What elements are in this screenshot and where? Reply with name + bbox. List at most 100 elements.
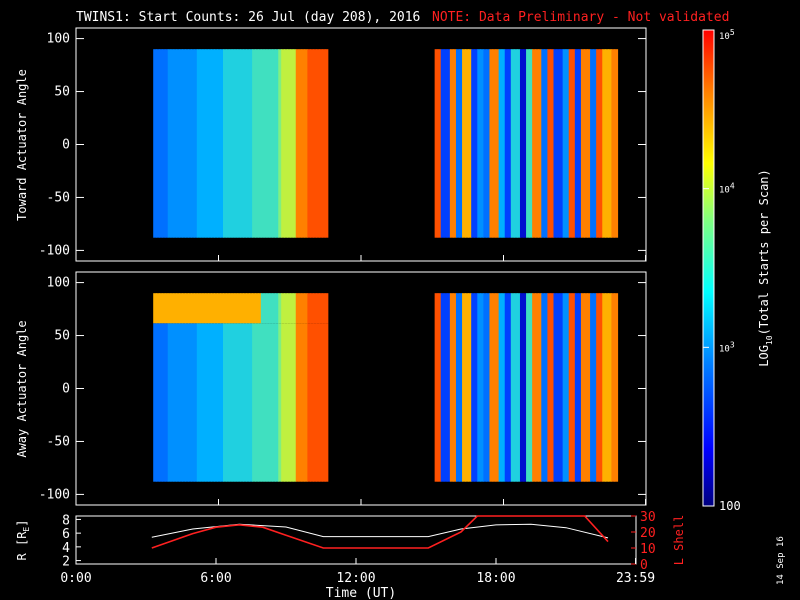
heatmap-cell xyxy=(237,293,242,324)
heatmap-cell xyxy=(255,49,259,238)
heatmap-cell xyxy=(179,49,183,238)
heatmap-cell xyxy=(513,49,518,238)
heatmap-cell xyxy=(249,293,253,324)
heatmap-cell xyxy=(449,49,454,238)
heatmap-cell xyxy=(196,293,201,324)
heatmap-cell xyxy=(287,323,291,482)
heatmap-cell xyxy=(257,49,262,238)
heatmap-away xyxy=(153,293,619,482)
chart-title: TWINS1: Start Counts: 26 Jul (day 208), … xyxy=(76,10,420,25)
colorbar-label: LOG10(Total Starts per Scan) xyxy=(757,169,774,367)
heatmap-cell xyxy=(199,293,204,324)
heatmap-cell xyxy=(562,49,567,238)
heatmap-cell xyxy=(324,323,329,482)
heatmap-toward xyxy=(153,49,619,238)
xlabel-time: Time (UT) xyxy=(326,586,396,600)
heatmap-cell xyxy=(556,49,561,238)
heatmap-cell xyxy=(489,293,494,482)
heatmap-cell xyxy=(434,293,439,482)
heatmap-cell xyxy=(319,293,323,324)
preliminary-note: NOTE: Data Preliminary - Not validated xyxy=(432,10,729,25)
heatmap-cell xyxy=(455,49,460,238)
heatmap-cell xyxy=(161,323,166,482)
heatmap-cell xyxy=(449,293,454,482)
heatmap-cell xyxy=(483,49,488,238)
heatmap-cell xyxy=(550,293,555,482)
heatmap-cell xyxy=(519,293,524,482)
ytick-label-right: 0 xyxy=(640,558,648,573)
l-shell-series xyxy=(151,515,609,549)
heatmap-cell xyxy=(559,49,564,238)
heatmap-cell xyxy=(211,293,215,324)
heatmap-cell xyxy=(465,49,469,238)
heatmap-cell xyxy=(556,293,561,482)
heatmap-cell xyxy=(596,49,600,238)
heatmap-cell xyxy=(255,323,259,482)
heatmap-cell xyxy=(289,293,294,324)
heatmap-cell xyxy=(440,293,445,482)
heatmap-cell xyxy=(483,293,488,482)
ylabel-toward: Toward Actuator Angle xyxy=(15,69,29,221)
heatmap-cell xyxy=(284,323,288,482)
ytick-label: 8 xyxy=(62,513,70,528)
heatmap-cell xyxy=(167,323,172,482)
heatmap-cell xyxy=(228,293,233,324)
heatmap-cell xyxy=(237,323,242,482)
panel-orbit-frame xyxy=(75,515,637,565)
heatmap-cell xyxy=(495,49,500,238)
heatmap-cell xyxy=(459,293,463,482)
heatmap-cell xyxy=(246,323,250,482)
heatmap-cell xyxy=(553,293,558,482)
heatmap-cell xyxy=(196,323,201,482)
heatmap-cell xyxy=(275,293,279,324)
heatmap-cell xyxy=(292,323,297,482)
heatmap-cell xyxy=(590,293,594,482)
heatmap-cell xyxy=(307,49,311,238)
heatmap-cell xyxy=(455,293,460,482)
xtick-label: 12:00 xyxy=(336,571,375,586)
heatmap-cell xyxy=(281,323,285,482)
heatmap-cell xyxy=(289,49,294,238)
heatmap-cell xyxy=(587,49,591,238)
heatmap-cell xyxy=(287,293,291,324)
heatmap-cell xyxy=(272,323,276,482)
heatmap-cell xyxy=(507,293,512,482)
heatmap-cell xyxy=(319,323,323,482)
heatmap-cell xyxy=(583,293,588,482)
ylabel-away: Away Actuator Angle xyxy=(15,320,29,457)
heatmap-cell xyxy=(565,49,570,238)
heatmap-cell xyxy=(284,293,288,324)
heatmap-cell xyxy=(231,49,236,238)
heatmap-cell xyxy=(443,49,448,238)
colorbar-tick-label: 104 xyxy=(719,182,735,196)
heatmap-cell xyxy=(173,293,178,324)
ytick-label: -100 xyxy=(39,243,70,258)
heatmap-cell xyxy=(474,293,478,482)
heatmap-cell xyxy=(614,293,619,482)
ytick-label: 6 xyxy=(62,527,70,542)
heatmap-cell xyxy=(164,323,169,482)
heatmap-cell xyxy=(605,49,609,238)
heatmap-cell xyxy=(208,323,212,482)
heatmap-cell xyxy=(437,49,442,238)
heatmap-cell xyxy=(471,49,475,238)
heatmap-cell xyxy=(217,49,221,238)
heatmap-cell xyxy=(298,293,303,324)
heatmap-cell xyxy=(526,293,530,482)
heatmap-cell xyxy=(234,49,239,238)
heatmap-cell xyxy=(590,49,594,238)
heatmap-cell xyxy=(234,293,239,324)
heatmap-cell xyxy=(225,293,230,324)
heatmap-cell xyxy=(486,49,491,238)
heatmap-cell xyxy=(538,49,542,238)
heatmap-cell xyxy=(246,49,250,238)
heatmap-cell xyxy=(310,323,314,482)
ytick-label: -50 xyxy=(47,190,70,205)
heatmap-cell xyxy=(316,293,320,324)
heatmap-cell xyxy=(263,49,268,238)
heatmap-cell xyxy=(571,293,576,482)
heatmap-cell xyxy=(164,293,169,324)
heatmap-cell xyxy=(319,49,323,238)
heatmap-cell xyxy=(437,293,442,482)
